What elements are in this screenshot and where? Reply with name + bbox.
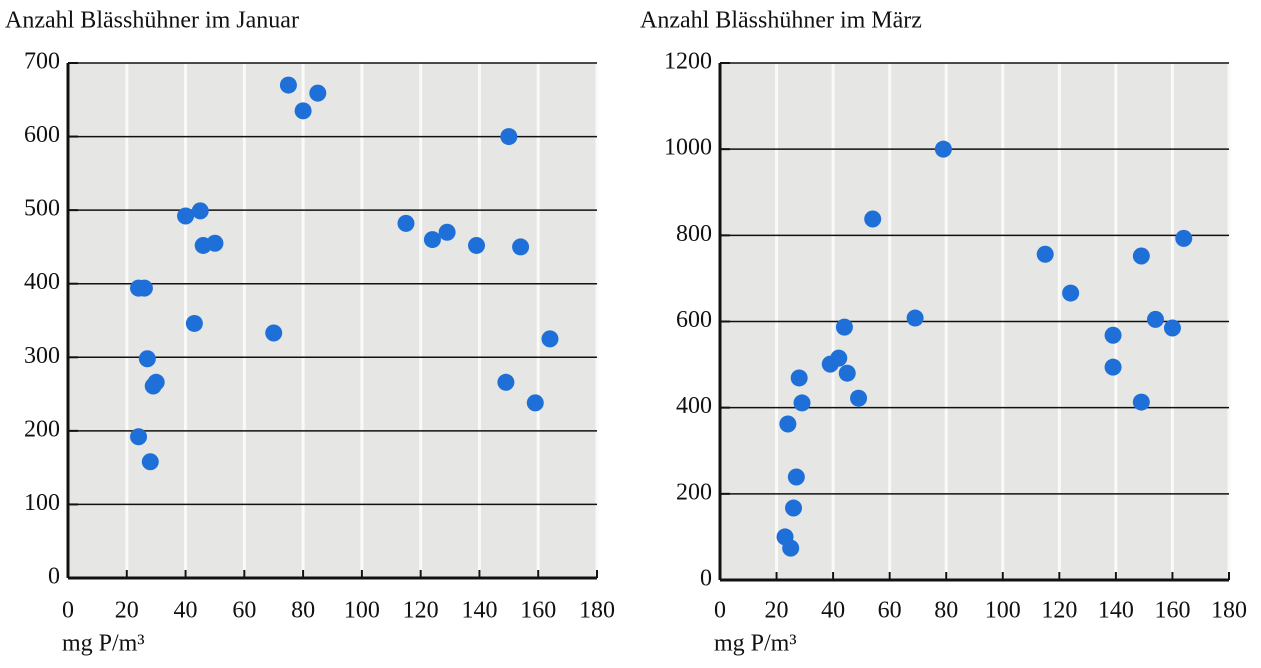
y-tick-label: 700 (24, 49, 60, 75)
y-tick-label: 300 (24, 343, 60, 369)
y-tick-label: 1000 (664, 135, 712, 161)
y-tick-label: 1200 (664, 49, 712, 75)
x-tick-label: 40 (821, 598, 845, 624)
point (280, 77, 297, 94)
point (497, 374, 514, 391)
point (1105, 359, 1122, 376)
point (907, 310, 924, 327)
page: Anzahl Blässhühner im Januar mg P/m³ 0 20 40… (0, 0, 1261, 668)
point (439, 224, 456, 241)
x-tick-label: 160 (1154, 598, 1190, 624)
point (206, 235, 223, 252)
y-tick-label: 0 (700, 566, 712, 592)
point (864, 210, 881, 227)
x-tick-label: 40 (174, 598, 198, 624)
point (830, 350, 847, 367)
y-tick-label: 400 (676, 393, 712, 419)
chart-title: Anzahl Blässhühner im März (640, 8, 922, 34)
chart-title: Anzahl Blässhühner im Januar (5, 8, 299, 34)
point (779, 416, 796, 433)
y-tick-label: 0 (48, 564, 60, 590)
x-tick-label: 140 (461, 598, 497, 624)
y-tick-label: 500 (24, 196, 60, 222)
point (794, 394, 811, 411)
y-tick-label: 600 (24, 122, 60, 148)
point (397, 215, 414, 232)
point (1133, 394, 1150, 411)
point (1147, 311, 1164, 328)
point (192, 202, 209, 219)
point (424, 231, 441, 248)
point (512, 238, 529, 255)
point (265, 325, 282, 342)
point (785, 500, 802, 517)
point (186, 315, 203, 332)
x-tick-label: 60 (232, 598, 256, 624)
y-tick-label: 100 (24, 490, 60, 516)
point (148, 374, 165, 391)
point (139, 350, 156, 367)
x-tick-label: 100 (985, 598, 1021, 624)
x-tick-label: 120 (403, 598, 439, 624)
point (1133, 248, 1150, 265)
point (527, 394, 544, 411)
point (541, 330, 558, 347)
plot-area (68, 63, 597, 578)
y-tick-label: 400 (24, 269, 60, 295)
x-tick-label: 100 (344, 598, 380, 624)
y-tick-label: 600 (676, 307, 712, 333)
x-tick-label: 140 (1098, 598, 1134, 624)
point (130, 428, 147, 445)
point (500, 128, 517, 145)
point (1062, 285, 1079, 302)
x-tick-label: 0 (714, 598, 726, 624)
point (142, 453, 159, 470)
x-tick-label: 180 (1211, 598, 1247, 624)
x-tick-label: 20 (765, 598, 789, 624)
point (295, 102, 312, 119)
x-tick-label: 80 (291, 598, 315, 624)
x-axis-label: mg P/m³ (714, 631, 797, 657)
point (1037, 246, 1054, 263)
point (791, 369, 808, 386)
point (839, 365, 856, 382)
x-tick-label: 80 (934, 598, 958, 624)
point (468, 237, 485, 254)
point (935, 141, 952, 158)
point (177, 208, 194, 225)
x-tick-label: 180 (579, 598, 615, 624)
y-tick-label: 200 (24, 416, 60, 442)
point (1164, 319, 1181, 336)
point (136, 280, 153, 297)
x-tick-label: 160 (520, 598, 556, 624)
point (836, 319, 853, 336)
point (1105, 327, 1122, 344)
point (309, 85, 326, 102)
point (1175, 230, 1192, 247)
point (850, 390, 867, 407)
point (788, 469, 805, 486)
x-tick-label: 60 (878, 598, 902, 624)
x-tick-label: 20 (115, 598, 139, 624)
x-tick-label: 120 (1041, 598, 1077, 624)
y-tick-label: 200 (676, 479, 712, 505)
x-axis-label: mg P/m³ (62, 631, 145, 657)
y-tick-label: 800 (676, 221, 712, 247)
point (782, 540, 799, 557)
x-tick-label: 0 (62, 598, 74, 624)
